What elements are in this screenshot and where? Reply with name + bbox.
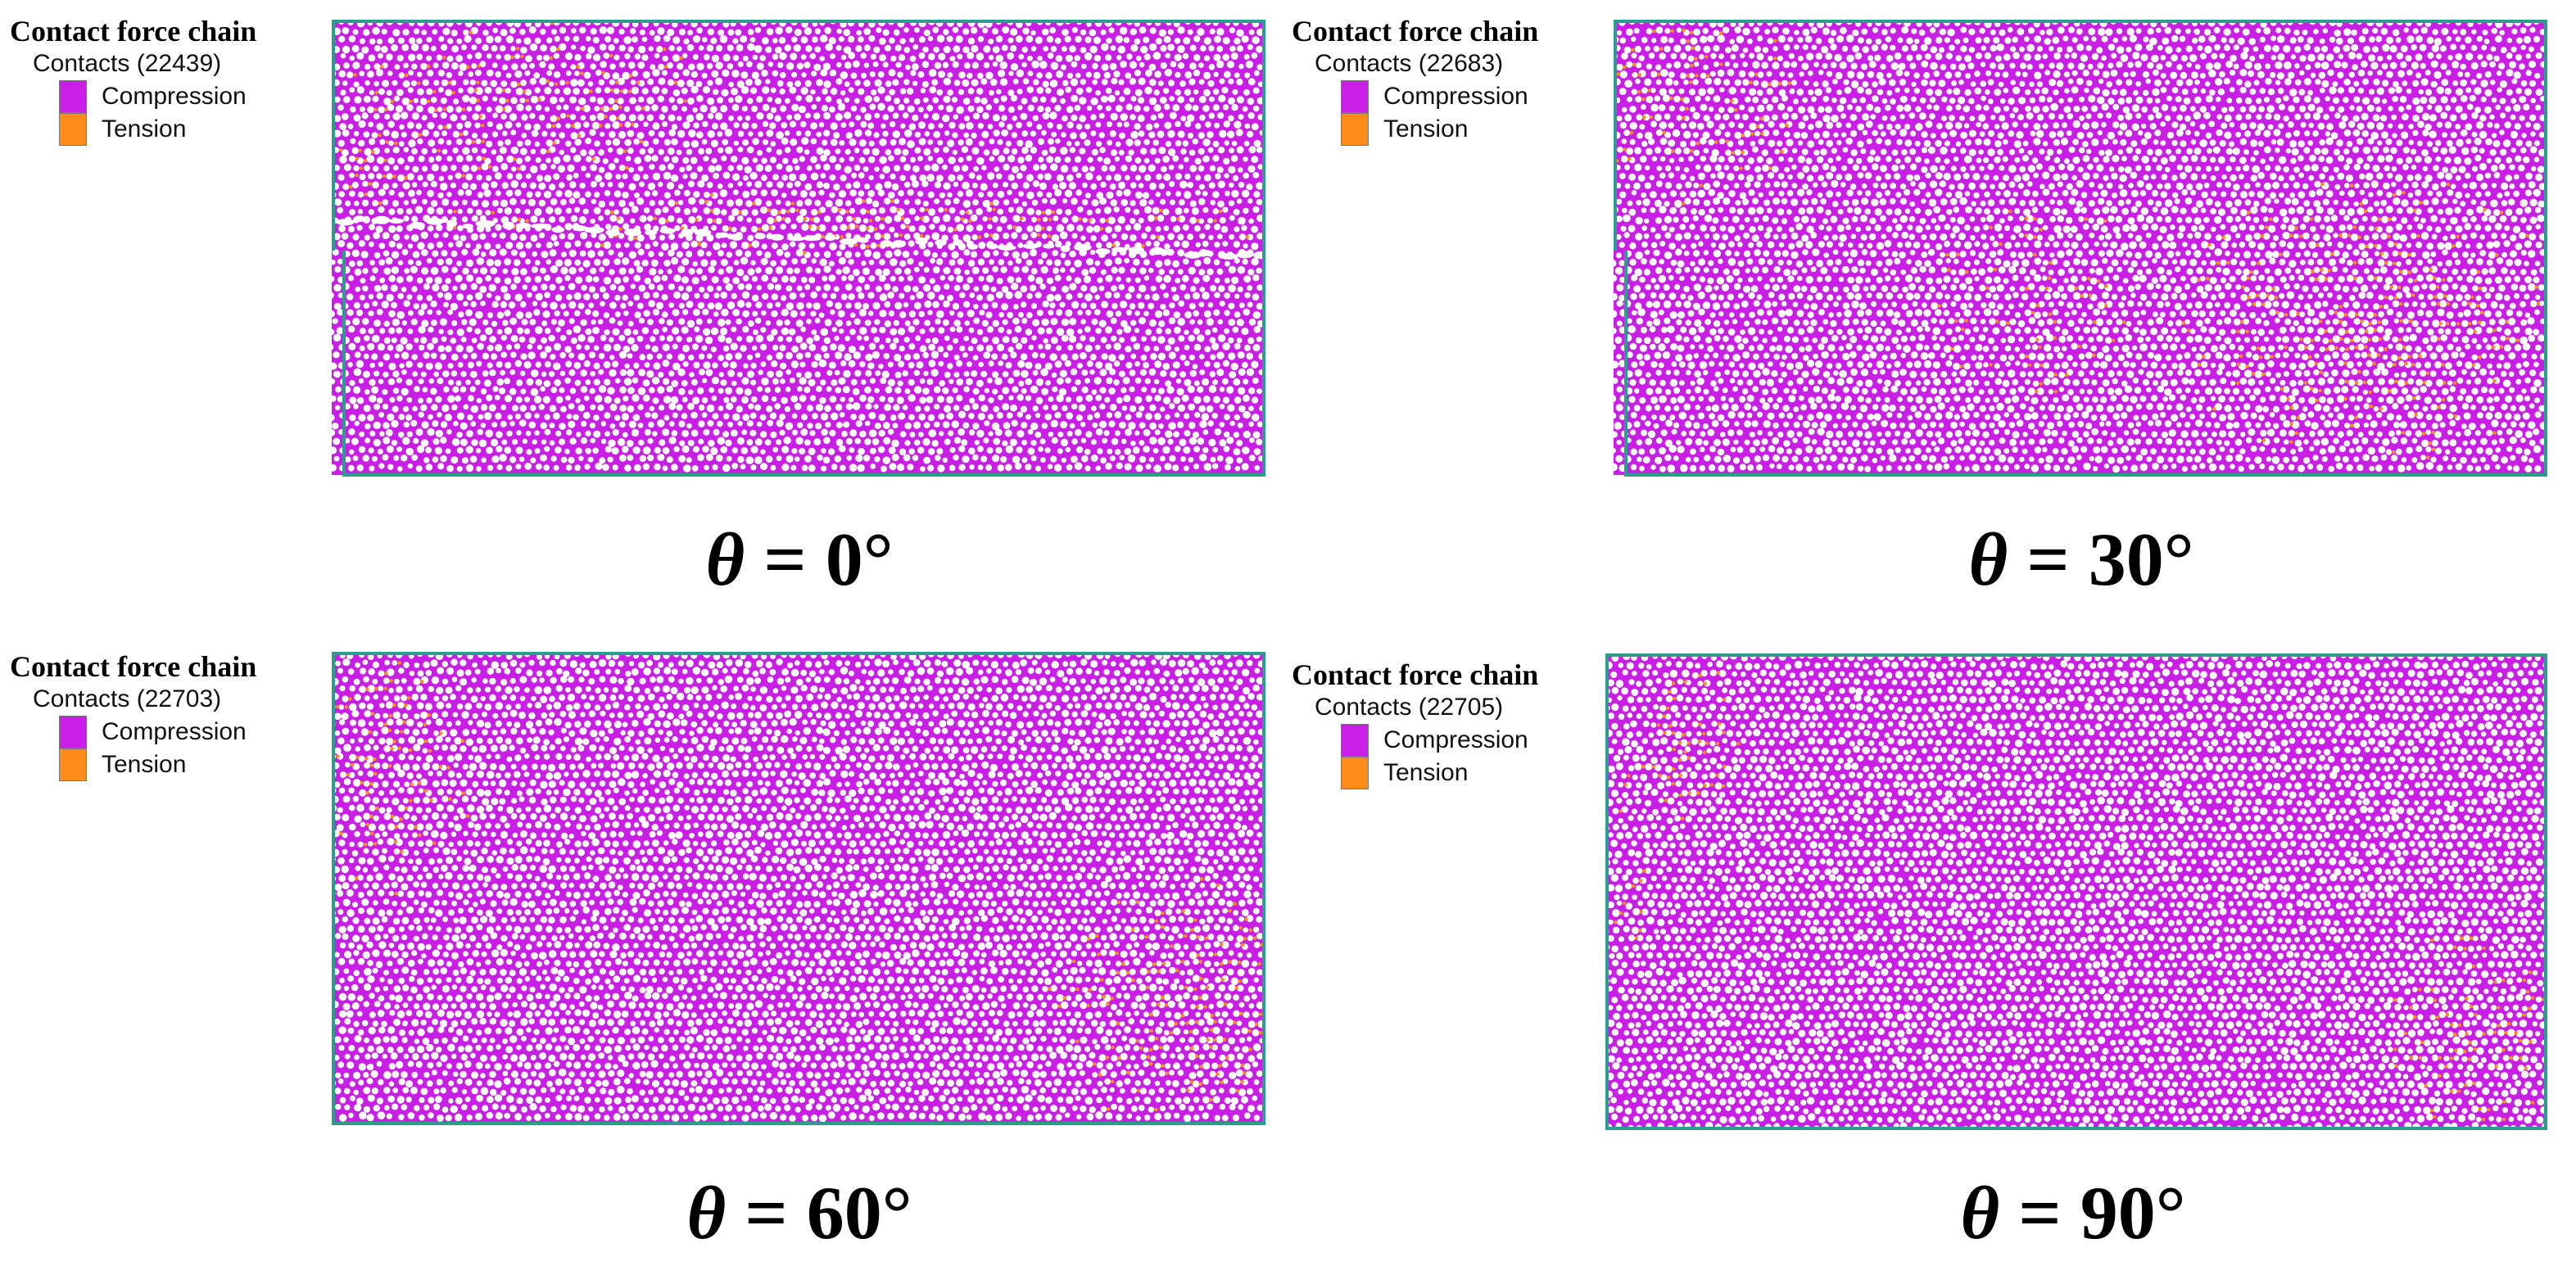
theta-symbol: θ bbox=[706, 518, 745, 601]
tension-swatch bbox=[1341, 757, 1369, 789]
angle-caption: θ = 0° bbox=[554, 516, 1045, 603]
frame-line bbox=[342, 473, 1265, 477]
legend: Contact force chain Contacts (22683) Com… bbox=[1292, 15, 1619, 146]
frame-line bbox=[332, 652, 335, 889]
frame-line bbox=[1624, 251, 1628, 477]
compression-swatch bbox=[1341, 724, 1369, 757]
theta-symbol: θ bbox=[687, 1171, 727, 1255]
frame-line bbox=[1624, 473, 2547, 477]
frame-line bbox=[2544, 251, 2547, 477]
contact-network bbox=[1614, 20, 2547, 475]
contacts-count: Contacts (22683) bbox=[1315, 47, 1619, 80]
theta-symbol: θ bbox=[1961, 1171, 2000, 1255]
frame-line bbox=[332, 889, 335, 1125]
legend-item-compression: Compression bbox=[59, 716, 337, 748]
frame-line bbox=[332, 1122, 1265, 1125]
legend-label: Tension bbox=[102, 115, 186, 143]
legend-title: Contact force chain bbox=[10, 15, 337, 47]
frame-line bbox=[342, 251, 346, 477]
tension-swatch bbox=[1341, 113, 1369, 146]
angle-value: = 60° bbox=[726, 1171, 912, 1255]
legend: Contact force chain Contacts (22439) Com… bbox=[10, 15, 337, 146]
contacts-count: Contacts (22703) bbox=[33, 683, 337, 716]
frame-line bbox=[1605, 653, 2547, 657]
legend-item-tension: Tension bbox=[1341, 757, 1619, 789]
specimen-image bbox=[332, 652, 1265, 1125]
angle-value: = 30° bbox=[2008, 518, 2193, 601]
legend-item-tension: Tension bbox=[59, 748, 337, 781]
theta-symbol: θ bbox=[1969, 518, 2008, 601]
compression-swatch bbox=[59, 716, 87, 748]
particles bbox=[332, 20, 1265, 472]
frame-line bbox=[1262, 652, 1265, 1125]
panel-theta-90: Contact force chain Contacts (22705) Com… bbox=[1282, 635, 2560, 1258]
legend-title: Contact force chain bbox=[10, 650, 337, 683]
frame-line bbox=[2544, 20, 2547, 251]
legend-label: Tension bbox=[102, 751, 186, 779]
tension-swatch bbox=[59, 748, 87, 781]
specimen-image bbox=[332, 20, 1265, 475]
angle-caption: θ = 30° bbox=[1836, 516, 2327, 603]
tension-contacts bbox=[336, 661, 1264, 1112]
specimen-image bbox=[1605, 653, 2547, 1130]
angle-value: = 90° bbox=[1999, 1171, 2185, 1255]
frame-line bbox=[1614, 20, 2547, 23]
frame-line bbox=[332, 20, 1265, 23]
specimen-image bbox=[1614, 20, 2547, 475]
panel-theta-60: Contact force chain Contacts (22703) Com… bbox=[0, 635, 1278, 1258]
frame-line bbox=[1605, 653, 1609, 1130]
legend-item-compression: Compression bbox=[1341, 80, 1619, 113]
frame-line bbox=[332, 652, 1265, 655]
legend: Contact force chain Contacts (22705) Com… bbox=[1292, 658, 1619, 789]
frame-line bbox=[1262, 251, 1265, 477]
legend-label: Compression bbox=[1383, 83, 1528, 111]
particles bbox=[332, 652, 1265, 1123]
contact-network bbox=[332, 20, 1265, 475]
legend-label: Compression bbox=[102, 718, 247, 746]
particles bbox=[1605, 653, 2547, 1130]
compression-swatch bbox=[59, 80, 87, 113]
legend: Contact force chain Contacts (22703) Com… bbox=[10, 650, 337, 781]
panel-theta-30: Contact force chain Contacts (22683) Com… bbox=[1282, 0, 2560, 622]
frame-line bbox=[332, 20, 335, 251]
frame-line bbox=[2544, 653, 2547, 1130]
angle-value: = 0° bbox=[745, 518, 893, 601]
legend-item-tension: Tension bbox=[1341, 113, 1619, 146]
legend-title: Contact force chain bbox=[1292, 658, 1619, 691]
frame-line bbox=[1605, 1127, 2547, 1130]
compression-swatch bbox=[1341, 80, 1369, 113]
angle-caption: θ = 60° bbox=[554, 1169, 1045, 1256]
contacts-count: Contacts (22439) bbox=[33, 47, 337, 80]
legend-label: Tension bbox=[1383, 115, 1468, 143]
panel-theta-0: Contact force chain Contacts (22439) Com… bbox=[0, 0, 1278, 622]
contact-network bbox=[1605, 653, 2547, 1130]
legend-item-compression: Compression bbox=[59, 80, 337, 113]
frame-line bbox=[1262, 20, 1265, 251]
tension-swatch bbox=[59, 113, 87, 146]
shear-gap bbox=[336, 215, 1265, 260]
legend-label: Compression bbox=[1383, 726, 1528, 754]
legend-label: Compression bbox=[102, 83, 247, 111]
legend-item-compression: Compression bbox=[1341, 724, 1619, 757]
contact-network bbox=[332, 652, 1265, 1125]
frame-line bbox=[1614, 20, 1617, 251]
legend-title: Contact force chain bbox=[1292, 15, 1619, 47]
legend-item-tension: Tension bbox=[59, 113, 337, 146]
angle-caption: θ = 90° bbox=[1827, 1169, 2319, 1256]
tension-contacts bbox=[1614, 671, 2546, 1122]
contacts-count: Contacts (22705) bbox=[1315, 691, 1619, 724]
particles bbox=[1614, 20, 2547, 473]
legend-label: Tension bbox=[1383, 759, 1468, 787]
